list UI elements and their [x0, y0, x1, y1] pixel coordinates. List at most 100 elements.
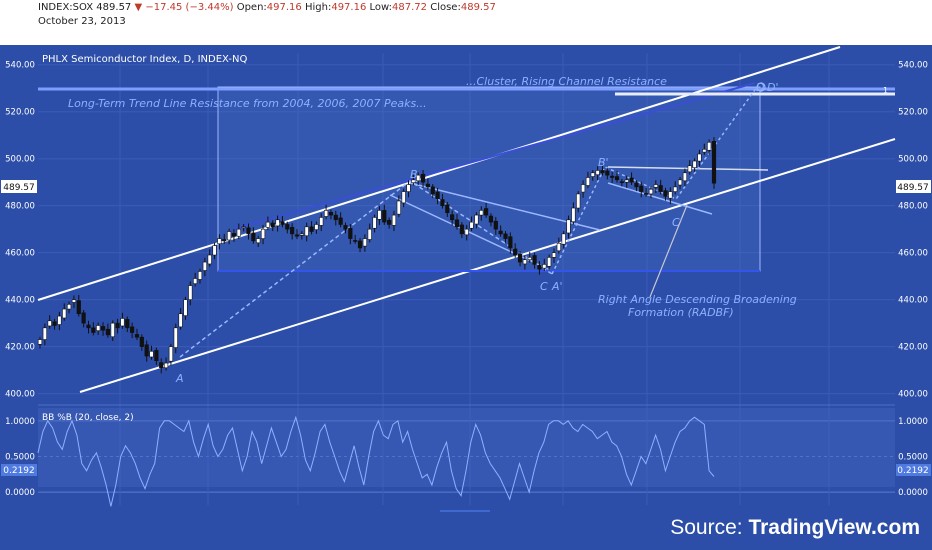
radbf-pointer-line — [649, 204, 688, 298]
cluster-resistance-label: ...Cluster, Rising Channel Resistance — [466, 75, 667, 88]
candle-body — [348, 227, 353, 239]
y-tick-label-right: 480.00 — [898, 202, 928, 212]
channel-upper-line[interactable] — [37, 46, 841, 301]
candle-body — [629, 177, 634, 183]
candle-body — [377, 210, 382, 220]
candle-body — [571, 207, 576, 222]
candle-body — [547, 257, 552, 267]
open-value: 497.16 — [266, 2, 302, 13]
candle-body — [551, 252, 557, 258]
drawing-tools[interactable] — [37, 46, 896, 487]
pattern-rectangle[interactable] — [217, 86, 761, 272]
candle-body — [66, 304, 72, 310]
candle-body — [91, 327, 96, 333]
y-tick-label-left: 540.00 — [5, 61, 35, 71]
candle-body — [440, 199, 445, 206]
candle-body — [430, 186, 435, 195]
candle-body — [566, 219, 571, 234]
candle-body — [163, 362, 169, 369]
radbf-label-line1: Right Angle Descending Broadening — [598, 293, 797, 306]
candle-body — [120, 318, 125, 327]
candle-body — [328, 211, 334, 216]
candle-body — [580, 184, 586, 193]
candle-body — [396, 200, 401, 215]
candle-body — [362, 238, 367, 247]
candle-body — [256, 238, 261, 244]
bb-percent-b-line — [37, 415, 715, 507]
candle-body — [231, 233, 237, 237]
bb-tag-right-bg — [896, 464, 931, 476]
price-candles — [37, 137, 717, 374]
candle-body — [222, 239, 227, 242]
candle-body — [52, 321, 57, 326]
candle-body — [100, 326, 106, 331]
candle-body — [197, 271, 203, 280]
candle-body — [183, 299, 188, 316]
candle-body — [634, 182, 639, 188]
y-tick-label-left: 520.00 — [5, 108, 35, 118]
long-term-resistance-label: Long-Term Trend Line Resistance from 200… — [68, 97, 427, 110]
candle-body — [687, 165, 692, 173]
candle-body — [168, 346, 174, 362]
candle-body — [96, 325, 101, 331]
point-b-prime-label: B' — [598, 156, 609, 169]
y-axis-labels: 400.00 400.00 420.00 420.00 440.00 440.00 460.… — [5, 61, 928, 498]
candle-body — [479, 210, 484, 216]
radbf-descending-line[interactable] — [607, 182, 713, 215]
quote-date: October 23, 2013 — [38, 16, 126, 27]
candle-body — [697, 153, 702, 162]
candle-body — [57, 315, 62, 325]
candle-body — [139, 336, 144, 347]
open-label: Open: — [236, 2, 267, 13]
candle-body — [343, 225, 348, 230]
candle-body — [42, 327, 47, 340]
candle-body — [639, 185, 644, 192]
low-value: 487.72 — [392, 2, 428, 13]
candle-body — [207, 254, 212, 265]
candle-body — [144, 344, 149, 357]
indicator-tick-label-right: 0.5000 — [898, 453, 928, 463]
point-d-marker[interactable] — [756, 82, 766, 92]
candle-body — [605, 170, 610, 176]
abcd-prime-dashed-path[interactable] — [551, 86, 758, 275]
y-tick-label-left: 420.00 — [5, 343, 35, 353]
candle-body — [353, 240, 358, 242]
candle-body — [285, 224, 290, 230]
candle-body — [508, 236, 513, 249]
candle-body — [275, 219, 280, 227]
candle-body — [484, 208, 489, 216]
candle-body — [333, 214, 338, 221]
source-credit: Source: TradingView.com — [670, 516, 920, 540]
candle-body — [527, 257, 532, 261]
b-to-d-resistance-line[interactable] — [232, 82, 756, 230]
close-label: Close: — [430, 2, 461, 13]
candle-body — [105, 328, 110, 336]
candle-body — [280, 221, 285, 225]
abc-dashed-path[interactable] — [179, 180, 553, 358]
point-c-label: C — [540, 280, 548, 293]
candle-body — [488, 215, 494, 223]
candle-body — [522, 259, 527, 265]
indicator-title: BB %B (20, close, 2) — [42, 413, 134, 423]
bb-percent-b-series — [37, 415, 715, 507]
candle-body — [420, 173, 426, 183]
price-tag-left-bg — [1, 180, 37, 193]
indicator-tick-label-left: 0.0000 — [5, 488, 35, 498]
candle-body — [236, 228, 241, 237]
annotation-labels: Long-Term Trend Line Resistance from 200… — [68, 75, 888, 385]
y-tick-label-left: 400.00 — [5, 390, 35, 400]
chart-background — [0, 45, 932, 527]
candle-body — [425, 183, 431, 188]
bb-tag-right: 0.2192 — [897, 466, 929, 476]
radbf-inner-lower-line[interactable] — [389, 194, 551, 271]
channel-lower-line[interactable] — [79, 138, 896, 393]
chart-canvas[interactable]: Long-Term Trend Line Resistance from 200… — [0, 30, 932, 542]
radbf-label-line2: Formation (RADBF) — [628, 306, 734, 319]
candle-body — [154, 350, 159, 362]
y-tick-label-right: 440.00 — [898, 296, 928, 306]
down-triangle-icon: ▼ — [134, 2, 143, 13]
price-change: −17.45 (−3.44%) — [145, 2, 234, 13]
candle-body — [619, 181, 624, 184]
candle-body — [576, 193, 581, 209]
candle-body — [314, 224, 319, 230]
